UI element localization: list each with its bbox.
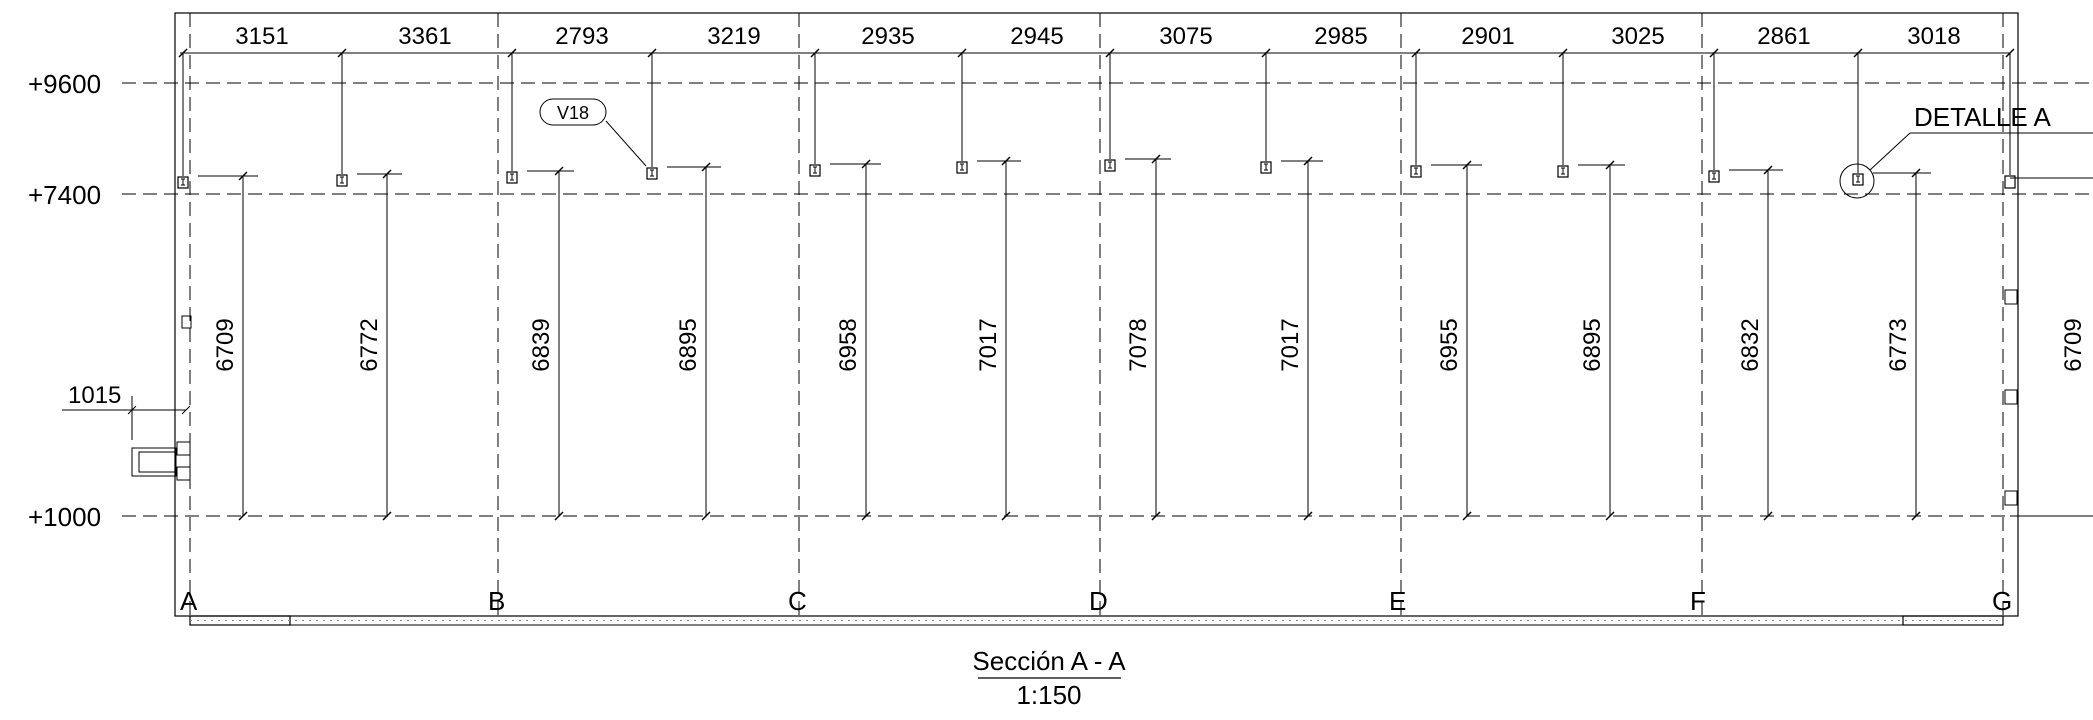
- drawing-frame: [174, 12, 2019, 617]
- right-side-braces: [2004, 177, 2093, 517]
- top-dimension-chain: [178, 48, 2015, 176]
- beam-tag: [539, 98, 647, 167]
- top-span-label: 3075: [1159, 23, 1212, 50]
- left-offset-dimension: [62, 315, 192, 481]
- dimension-tick: [1911, 511, 1921, 521]
- height-label: 7078: [1125, 318, 1152, 371]
- dimension-tick: [1411, 48, 1421, 58]
- dimension-tick: [2005, 48, 2015, 58]
- level-label-7400: +7400: [28, 180, 101, 210]
- dimension-tick: [1911, 168, 1921, 178]
- section-title: Sección A - A: [972, 646, 1126, 676]
- dimension-tick: [1763, 165, 1773, 175]
- dimension-tick: [1151, 511, 1161, 521]
- height-label: 6895: [1579, 318, 1606, 371]
- top-span-label: 2793: [555, 23, 608, 50]
- beam-tag-label: V18: [557, 103, 589, 123]
- top-span-label: 2935: [861, 23, 914, 50]
- dimension-tick: [382, 511, 392, 521]
- height-label: 6709: [212, 318, 239, 371]
- dimension-tick: [1709, 48, 1719, 58]
- dimension-tick: [701, 162, 711, 172]
- top-span-label: 3361: [398, 23, 451, 50]
- dimension-tick: [178, 48, 188, 58]
- dimension-tick: [1558, 48, 1568, 58]
- height-label: 7017: [1277, 318, 1304, 371]
- grid-label-f: F: [1690, 586, 1706, 616]
- top-span-label: 3018: [1907, 23, 1960, 50]
- height-label: 6832: [1737, 318, 1764, 371]
- dimension-tick: [382, 169, 392, 179]
- foundation-strip: [189, 615, 2004, 626]
- height-label: 6772: [356, 318, 383, 371]
- height-label: 6895: [675, 318, 702, 371]
- dimension-tick: [701, 511, 711, 521]
- grid-lines: [189, 13, 2004, 616]
- dimension-tick: [810, 48, 820, 58]
- dimension-tick: [238, 171, 248, 181]
- grid-label-d: D: [1089, 586, 1108, 616]
- height-label: 6958: [835, 318, 862, 371]
- dimension-tick: [861, 159, 871, 169]
- dimension-tick: [957, 48, 967, 58]
- detail-label: DETALLE A: [1914, 102, 2051, 132]
- top-span-label: 3025: [1611, 23, 1664, 50]
- right-height-label: 6709: [2060, 318, 2087, 371]
- grid-label-g: G: [1992, 586, 2012, 616]
- dimension-tick: [507, 48, 517, 58]
- dimension-tick: [337, 48, 347, 58]
- dimension-tick: [1853, 48, 1863, 58]
- grid-label-c: C: [788, 586, 807, 616]
- level-lines: [122, 82, 2093, 517]
- level-label-1000: +1000: [28, 502, 101, 532]
- height-label: 6955: [1436, 318, 1463, 371]
- dimension-tick: [1303, 156, 1313, 166]
- top-span-label: 2861: [1757, 23, 1810, 50]
- dimension-tick: [861, 511, 871, 521]
- dimension-tick: [238, 511, 248, 521]
- height-label: 7017: [975, 318, 1002, 371]
- detail-callout: [1839, 132, 2093, 199]
- dimension-tick: [1001, 511, 1011, 521]
- section-scale: 1:150: [1016, 680, 1081, 710]
- dimension-tick: [1303, 511, 1313, 521]
- top-span-label: 2945: [1010, 23, 1063, 50]
- height-label: 6839: [528, 318, 555, 371]
- dimension-tick: [554, 166, 564, 176]
- height-label: 6773: [1885, 318, 1912, 371]
- top-span-label: 3151: [235, 23, 288, 50]
- dimension-tick: [1605, 160, 1615, 170]
- dimension-tick: [1151, 154, 1161, 164]
- dimension-tick: [1462, 160, 1472, 170]
- top-span-label: 2985: [1314, 23, 1367, 50]
- left-offset-label: 1015: [68, 382, 121, 409]
- dimension-tick: [647, 48, 657, 58]
- dimension-tick: [1462, 511, 1472, 521]
- dimension-tick: [1763, 511, 1773, 521]
- grid-label-b: B: [488, 586, 505, 616]
- dimension-tick: [554, 511, 564, 521]
- beam-and-height-dimensions: [177, 154, 2016, 521]
- grid-label-e: E: [1389, 586, 1406, 616]
- level-label-9600: +9600: [28, 69, 101, 99]
- dimension-tick: [1105, 48, 1115, 58]
- dimension-tick: [1261, 48, 1271, 58]
- dimension-tick: [1605, 511, 1615, 521]
- beam-section: [2004, 175, 2016, 189]
- dimension-tick: [1001, 156, 1011, 166]
- grid-label-a: A: [180, 586, 198, 616]
- top-span-label: 2901: [1461, 23, 1514, 50]
- top-span-label: 3219: [707, 23, 760, 50]
